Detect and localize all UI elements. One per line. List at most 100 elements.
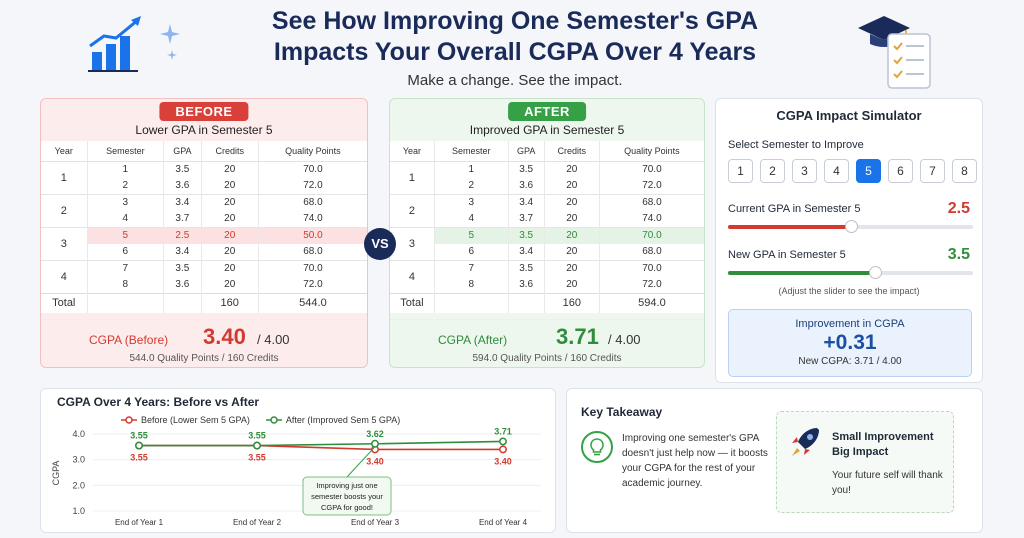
y-tick-label: 1.0 [72, 506, 85, 516]
legend-before-label: Before (Lower Sem 5 GPA) [141, 415, 250, 425]
annotation-text: CGPA for good! [321, 503, 373, 512]
y-axis-label: CGPA [51, 461, 61, 486]
key-takeaway-card: Key Takeaway Improving one semester's GP… [566, 388, 983, 533]
x-tick-label: End of Year 4 [479, 518, 528, 527]
current-gpa-slider-fill [728, 225, 851, 229]
table-row: 6 3.4 20 68.0 [41, 243, 367, 260]
title-line-2: Impacts Your Overall CGPA Over 4 Years [273, 38, 757, 66]
before-cgpa-summary: CGPA (Before) 3.40 / 4.00 544.0 Quality … [41, 319, 367, 369]
table-row: 4 3.7 20 74.0 [41, 210, 367, 227]
cgpa-chart-card: CGPA Over 4 Years: Before vs After Befor… [40, 388, 556, 533]
x-tick-label: End of Year 2 [233, 518, 282, 527]
col-credits: Credits [201, 141, 259, 162]
new-gpa-value: 3.5 [947, 246, 970, 263]
col-quality-points: Quality Points [599, 141, 704, 162]
small-improvement-text: Your future self will thank you! [832, 470, 943, 496]
semester-button-7[interactable]: 7 [920, 159, 945, 183]
chart-legend: Before (Lower Sem 5 GPA) After (Improved… [121, 415, 400, 425]
small-improvement-box: Small Improvement Big Impact Your future… [776, 411, 954, 513]
before-panel-title: Lower GPA in Semester 5 [135, 123, 273, 137]
annotation-text: semester boosts your [311, 492, 383, 501]
semester-button-1[interactable]: 1 [728, 159, 753, 183]
new-gpa-slider[interactable] [728, 266, 973, 279]
new-gpa-label: New GPA in Semester 5 [728, 249, 846, 261]
col-semester: Semester [434, 141, 509, 162]
data-label: 3.55 [248, 431, 266, 441]
semester-button-5[interactable]: 5 [856, 159, 881, 183]
select-semester-label: Select Semester to Improve [728, 139, 864, 151]
col-year: Year [390, 141, 435, 162]
y-tick-label: 2.0 [72, 480, 85, 490]
takeaway-text: Improving one semester's GPA doesn't jus… [622, 433, 768, 489]
annotation-pointer [346, 446, 376, 478]
series-line-after [139, 440, 504, 447]
col-gpa: GPA [508, 141, 545, 162]
total-row: Total 160 544.0 [41, 292, 367, 313]
table-row: 4 7 3.5 20 70.0 [41, 259, 367, 293]
table-row: 6 3.4 20 68.0 [390, 243, 704, 260]
cgpa-line-chart: 4.0 3.0 2.0 1.0 CGPA End of Year 1 End of Year… [51, 426, 541, 527]
before-badge: BEFORE [159, 102, 249, 121]
after-cgpa-scale: / 4.00 [608, 332, 641, 347]
after-cgpa-value: 3.71 [556, 324, 599, 349]
new-gpa-slider-thumb[interactable] [869, 266, 882, 279]
takeaway-title: Key Takeaway [581, 405, 663, 419]
semester-button-8[interactable]: 8 [952, 159, 977, 183]
col-semester: Semester [87, 141, 165, 162]
data-point [253, 441, 261, 450]
title-line-1: See How Improving One Semester's GPA [271, 7, 759, 35]
current-gpa-label: Current GPA in Semester 5 [728, 203, 861, 215]
data-label: 3.62 [366, 429, 384, 439]
data-point [371, 439, 379, 448]
rocket-icon [792, 428, 819, 456]
table-row: 8 3.6 20 72.0 [390, 276, 704, 293]
after-panel-title: Improved GPA in Semester 5 [469, 123, 625, 137]
data-label: 3.40 [366, 456, 384, 466]
table-header-row: Year Semester GPA Credits Quality Points [41, 141, 367, 162]
before-cgpa-label: CGPA (Before) [89, 333, 169, 347]
legend-before-marker-icon [121, 416, 137, 424]
data-point [135, 441, 143, 450]
y-tick-label: 4.0 [72, 429, 85, 439]
table-row: 4 7 3.5 20 70.0 [390, 259, 704, 293]
data-label: 3.40 [494, 456, 512, 466]
after-cgpa-detail: 594.0 Quality Points / 160 Credits [472, 353, 622, 364]
small-improvement-title: Small Improvement Big Impact [832, 431, 934, 458]
data-point [499, 445, 507, 454]
page-title: See How Improving One Semester's GPA Imp… [180, 6, 850, 68]
table-row: 8 3.6 20 72.0 [41, 276, 367, 293]
semester-button-4[interactable]: 4 [824, 159, 849, 183]
table-row: 1 1 3.5 20 70.0 [41, 160, 367, 194]
table-row: 4 3.7 20 74.0 [390, 210, 704, 227]
col-gpa: GPA [163, 141, 202, 162]
after-panel: AFTER Improved GPA in Semester 5 Year Se… [389, 98, 705, 368]
new-gpa-slider-fill [728, 271, 875, 275]
current-gpa-slider[interactable] [728, 220, 973, 233]
semester-button-2[interactable]: 2 [760, 159, 785, 183]
lightbulb-icon [581, 431, 613, 463]
data-label: 3.55 [130, 453, 148, 463]
semester-button-6[interactable]: 6 [888, 159, 913, 183]
data-point [499, 437, 507, 446]
current-gpa-slider-thumb[interactable] [844, 220, 858, 233]
before-gpa-table: Year Semester GPA Credits Quality Points… [41, 141, 367, 313]
table-row: 2 3 3.4 20 68.0 [41, 193, 367, 227]
after-gpa-table: Year Semester GPA Credits Quality Points… [390, 141, 704, 313]
legend-after-label: After (Improved Sem 5 GPA) [285, 415, 401, 425]
page-subtitle: Make a change. See the impact. [407, 72, 623, 89]
improvement-value: +0.31 [823, 331, 877, 354]
col-credits: Credits [544, 141, 600, 162]
data-label: 3.55 [130, 431, 148, 441]
improvement-new-cgpa: New CGPA: 3.71 / 4.00 [798, 356, 902, 367]
improvement-title: Improvement in CGPA [795, 318, 905, 330]
before-panel: BEFORE Lower GPA in Semester 5 Year Seme… [40, 98, 368, 368]
semester-button-3[interactable]: 3 [792, 159, 817, 183]
chart-title: CGPA Over 4 Years: Before vs After [57, 395, 260, 409]
x-tick-label: End of Year 3 [351, 518, 400, 527]
after-cgpa-summary: CGPA (After) 3.71 / 4.00 594.0 Quality P… [390, 319, 704, 369]
col-quality-points: Quality Points [258, 141, 367, 162]
before-cgpa-value: 3.40 [203, 324, 246, 349]
bar-chart-growth-icon [88, 16, 141, 72]
table-row: 1 1 3.5 20 70.0 [390, 160, 704, 194]
legend-before: Before (Lower Sem 5 GPA) [121, 415, 250, 425]
